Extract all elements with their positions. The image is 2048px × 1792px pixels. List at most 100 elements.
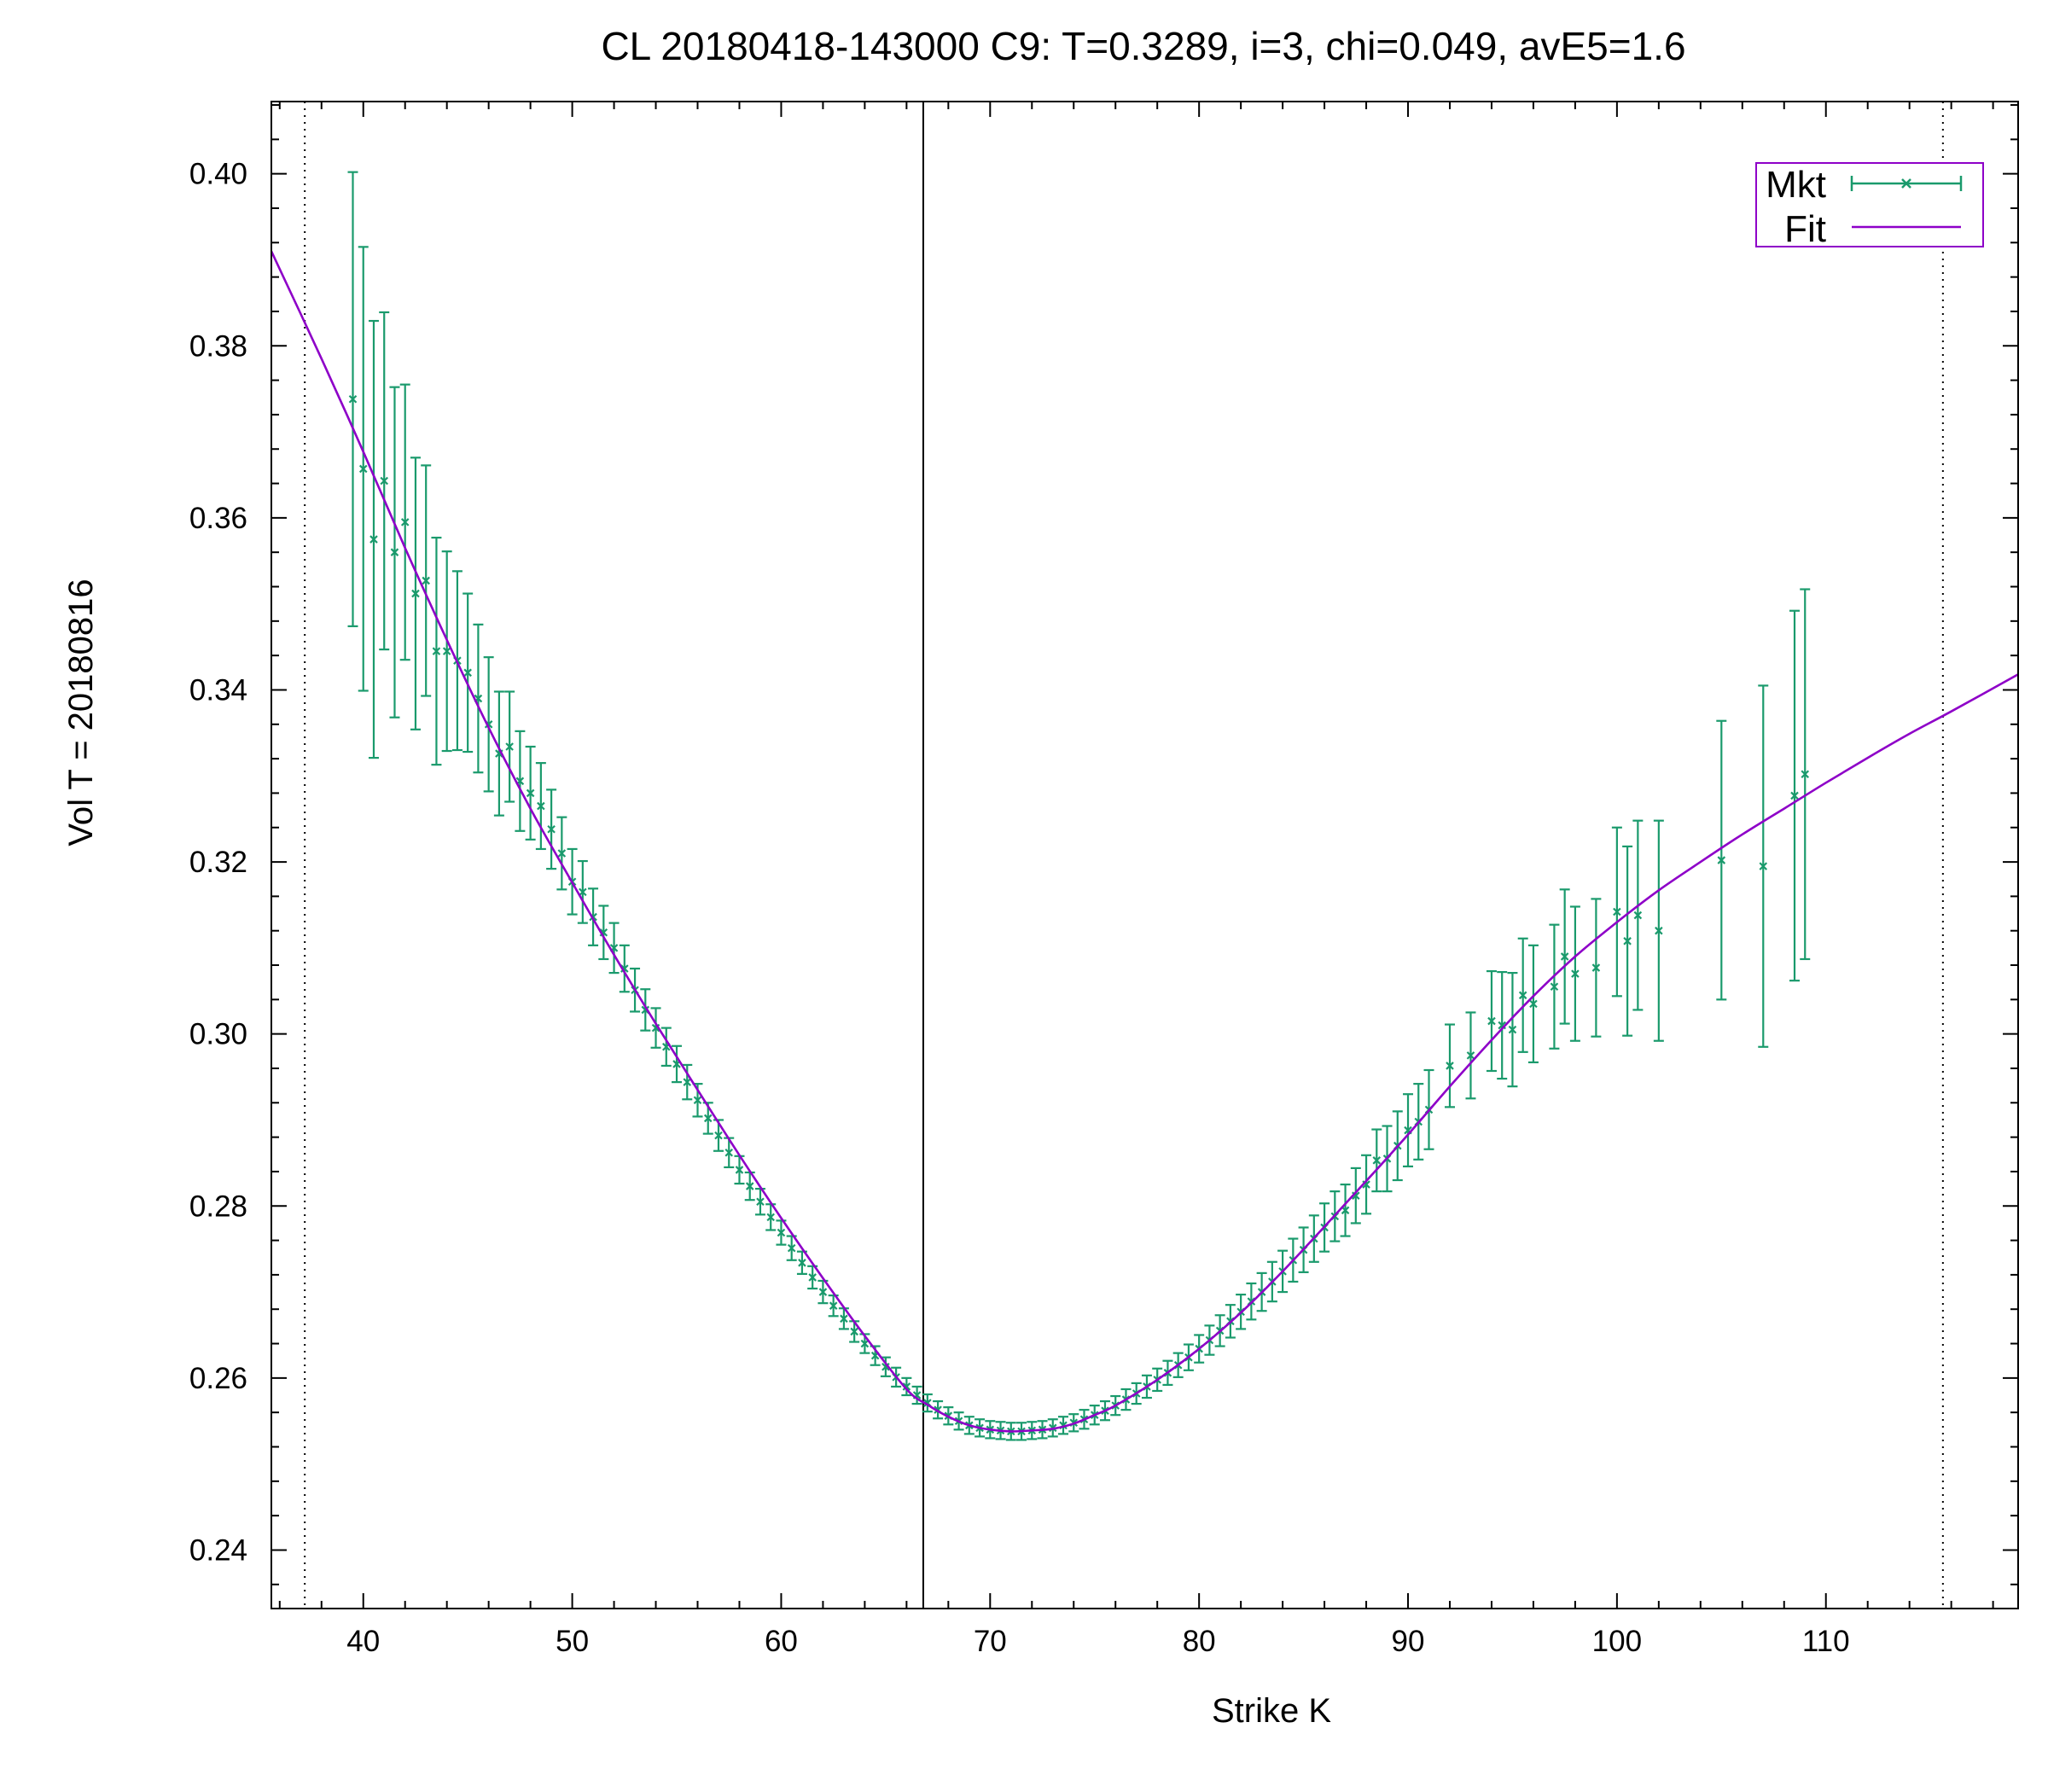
plot-frame bbox=[271, 101, 2019, 1609]
mkt-point bbox=[515, 730, 526, 832]
point-marker bbox=[1404, 1126, 1412, 1135]
point-marker bbox=[798, 1259, 806, 1267]
point-marker bbox=[1352, 1191, 1360, 1200]
mkt-point bbox=[421, 464, 432, 697]
mkt-point bbox=[431, 536, 442, 766]
x-axis: 40 50 60 70 80 90 100 110 bbox=[278, 102, 1994, 1658]
mkt-point bbox=[1611, 826, 1622, 998]
point-marker bbox=[850, 1327, 858, 1336]
mkt-point bbox=[619, 944, 630, 993]
point-marker bbox=[537, 801, 545, 811]
mkt-point bbox=[410, 457, 421, 730]
mkt-point bbox=[556, 816, 567, 891]
y-tick-label: 0.26 bbox=[189, 1362, 247, 1395]
y-axis: 0.24 0.26 0.28 0.30 0.32 0.34 0.36 0.38 0.40 bbox=[189, 104, 2018, 1585]
point-marker bbox=[923, 1399, 932, 1407]
point-marker bbox=[358, 464, 368, 474]
mkt-point bbox=[807, 1265, 818, 1290]
point-marker bbox=[1446, 1062, 1454, 1070]
legend-swatch-mkt bbox=[1850, 176, 1963, 191]
x-tick-label: 110 bbox=[1802, 1625, 1850, 1658]
mkt-point bbox=[1361, 1154, 1372, 1215]
plot-area bbox=[271, 101, 2019, 1609]
legend-label-mkt: Mkt bbox=[1766, 164, 1826, 206]
mkt-point bbox=[776, 1219, 787, 1246]
point-marker bbox=[390, 548, 399, 556]
mkt-point bbox=[901, 1376, 912, 1397]
mkt-point bbox=[1465, 1011, 1476, 1100]
y-axis-label: Vol T = 20180816 bbox=[62, 579, 100, 846]
mkt-point bbox=[577, 859, 588, 924]
point-marker bbox=[380, 476, 389, 486]
point-marker bbox=[1633, 911, 1643, 920]
point-marker bbox=[756, 1197, 765, 1206]
point-marker bbox=[1372, 1156, 1382, 1165]
point-marker bbox=[1529, 999, 1538, 1009]
mkt-point bbox=[849, 1320, 860, 1343]
mkt-point bbox=[1559, 888, 1570, 1025]
mkt-point bbox=[828, 1294, 839, 1318]
point-marker bbox=[1623, 937, 1632, 945]
legend-label-fit: Fit bbox=[1784, 208, 1826, 250]
x-tick-label: 100 bbox=[1592, 1625, 1642, 1658]
mkt-point bbox=[1517, 937, 1528, 1053]
mkt-point bbox=[713, 1119, 724, 1152]
point-marker bbox=[766, 1213, 775, 1222]
mkt-point bbox=[441, 550, 452, 753]
point-marker bbox=[1591, 963, 1601, 972]
point-marker bbox=[1362, 1180, 1370, 1189]
point-marker bbox=[411, 589, 420, 598]
point-marker bbox=[902, 1382, 911, 1391]
point-marker bbox=[1466, 1051, 1475, 1060]
mkt-point bbox=[1444, 1023, 1455, 1108]
point-marker bbox=[1550, 982, 1559, 992]
point-marker bbox=[1571, 969, 1580, 978]
mkt-point bbox=[379, 311, 390, 651]
mkt-point bbox=[1800, 588, 1811, 961]
legend: Mkt Fit bbox=[1755, 162, 1984, 250]
mkt-point bbox=[368, 319, 379, 759]
point-marker bbox=[777, 1228, 786, 1237]
mkt-point bbox=[911, 1385, 922, 1405]
x-tick-label: 80 bbox=[1183, 1625, 1216, 1658]
mkt-point bbox=[493, 690, 504, 817]
x-tick-label: 90 bbox=[1392, 1625, 1425, 1658]
mkt-point bbox=[682, 1063, 693, 1101]
point-marker bbox=[1801, 770, 1810, 779]
point-marker bbox=[1508, 1025, 1517, 1034]
mkt-point bbox=[660, 1027, 672, 1068]
point-marker bbox=[557, 849, 567, 858]
point-marker bbox=[1655, 926, 1663, 935]
mkt-point bbox=[525, 745, 536, 841]
mkt-point bbox=[1716, 719, 1727, 1001]
mkt-point bbox=[463, 592, 474, 753]
vertical-markers bbox=[304, 102, 1944, 1609]
mkt-point bbox=[1350, 1167, 1361, 1225]
point-marker bbox=[1341, 1206, 1350, 1215]
point-marker bbox=[1560, 952, 1569, 961]
mkt-point bbox=[1527, 944, 1539, 1064]
point-marker bbox=[348, 394, 358, 404]
point-marker bbox=[432, 647, 441, 655]
mkt-point bbox=[1549, 923, 1560, 1050]
y-tick-label: 0.34 bbox=[189, 673, 247, 707]
x-tick-label: 60 bbox=[765, 1625, 798, 1658]
point-marker bbox=[369, 535, 378, 544]
y-tick-label: 0.32 bbox=[189, 846, 247, 879]
point-marker bbox=[620, 964, 629, 973]
point-marker bbox=[1613, 907, 1621, 916]
x-tick-label: 40 bbox=[346, 1625, 380, 1658]
y-tick-label: 0.38 bbox=[189, 329, 247, 363]
point-marker bbox=[735, 1166, 744, 1174]
point-marker bbox=[829, 1301, 838, 1310]
mkt-point bbox=[1591, 898, 1602, 1038]
point-marker bbox=[703, 1114, 713, 1123]
point-marker bbox=[745, 1182, 754, 1190]
y-tick-label: 0.40 bbox=[189, 158, 247, 191]
chart-title: CL 20180418-143000 C9: T=0.3289, i=3, ch… bbox=[601, 24, 1685, 68]
x-tick-label: 70 bbox=[974, 1625, 1007, 1658]
point-marker bbox=[1487, 1016, 1496, 1026]
point-marker bbox=[400, 518, 410, 527]
mkt-point bbox=[399, 383, 410, 661]
mkt-point bbox=[598, 905, 609, 961]
